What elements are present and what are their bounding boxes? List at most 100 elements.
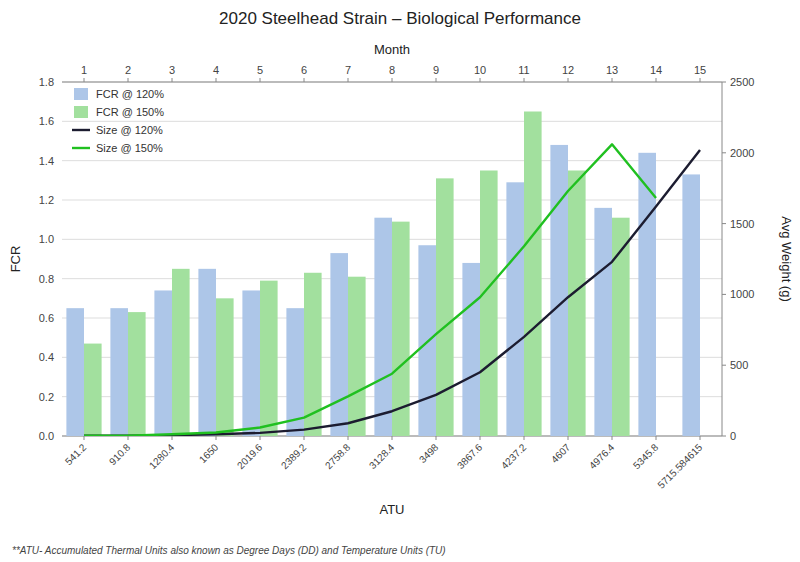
x-axis-label: ATU: [379, 502, 404, 517]
bar: [348, 277, 366, 436]
y2-axis-line: [722, 82, 723, 436]
x-tick-label: 4976.4: [587, 441, 617, 471]
bar: [260, 281, 278, 436]
x2-tick-label: 2: [125, 64, 131, 76]
bar: [392, 222, 410, 436]
x2-tick: [612, 78, 613, 82]
x2-tick-label: 1: [81, 64, 87, 76]
x-tick-label: 1650: [197, 441, 221, 465]
x-tick: [568, 436, 569, 440]
x2-tick: [216, 78, 217, 82]
y-axis-label: FCR: [8, 246, 23, 273]
x-tick: [172, 436, 173, 440]
x-tick: [304, 436, 305, 440]
bar: [242, 290, 260, 436]
bar: [480, 171, 498, 437]
x2-tick-label: 4: [213, 64, 219, 76]
x-tick: [216, 436, 217, 440]
x2-tick: [656, 78, 657, 82]
x-tick: [700, 436, 701, 440]
x-tick: [84, 436, 85, 440]
legend-swatch: [74, 88, 88, 100]
y2-axis-label: Avg Weight (g): [779, 216, 794, 302]
x-tick-label: 910.8: [107, 441, 133, 467]
bar: [330, 253, 348, 436]
x-tick-label: 4237.2: [499, 441, 529, 471]
x-tick-label: 5345.8: [631, 441, 661, 471]
x-tick-label: 2758.8: [323, 441, 353, 471]
y-tick-label: 1.0: [39, 233, 54, 245]
bar: [462, 263, 480, 436]
bar: [128, 312, 146, 436]
legend-label: FCR @ 120%: [96, 88, 164, 100]
x-tick-label: 5715.584615: [655, 441, 704, 490]
y2-tick: [722, 365, 726, 366]
x2-tick-label: 10: [474, 64, 486, 76]
y-tick-label: 1.2: [39, 194, 54, 206]
x-tick-label: 541.2: [63, 441, 89, 467]
x2-tick-label: 14: [650, 64, 662, 76]
y-tick-label: 0.0: [39, 430, 54, 442]
bar: [216, 298, 234, 436]
x2-tick: [260, 78, 261, 82]
x2-tick-label: 3: [169, 64, 175, 76]
bar: [66, 308, 84, 436]
line: [84, 150, 700, 436]
x2-tick: [480, 78, 481, 82]
x-tick: [656, 436, 657, 440]
grid-line: [62, 121, 722, 122]
y2-tick-label: 2000: [730, 147, 754, 159]
x-tick: [260, 436, 261, 440]
x2-tick: [568, 78, 569, 82]
bar: [550, 145, 568, 436]
y2-tick-label: 0: [730, 430, 736, 442]
legend: FCR @ 120%FCR @ 150%Size @ 120%Size @ 15…: [72, 88, 164, 154]
bar: [594, 208, 612, 436]
bar: [154, 290, 172, 436]
bar: [172, 269, 190, 436]
x2-tick: [348, 78, 349, 82]
bar: [374, 218, 392, 436]
footnote: **ATU- Accumulated Thermal Units also kn…: [12, 545, 446, 556]
y-tick-label: 1.6: [39, 115, 54, 127]
y-tick-label: 0.4: [39, 351, 54, 363]
x2-tick-label: 7: [345, 64, 351, 76]
x-tick-label: 3128.4: [367, 441, 397, 471]
x2-tick: [524, 78, 525, 82]
y-tick-label: 0.8: [39, 273, 54, 285]
x2-tick: [436, 78, 437, 82]
legend-label: FCR @ 150%: [96, 106, 164, 118]
x-tick-label: 4607: [549, 441, 573, 465]
bar: [682, 174, 700, 436]
bar: [524, 112, 542, 437]
bar: [198, 269, 216, 436]
x-tick-label: 1280.4: [147, 441, 177, 471]
legend-label: Size @ 150%: [96, 142, 163, 154]
y2-tick: [722, 223, 726, 224]
x-tick-label: 3867.6: [455, 441, 485, 471]
legend-swatch: [74, 106, 88, 118]
x2-tick: [700, 78, 701, 82]
x-tick: [348, 436, 349, 440]
x2-tick: [84, 78, 85, 82]
legend-swatch: [72, 129, 90, 131]
y-tick-label: 0.2: [39, 391, 54, 403]
x2-tick: [172, 78, 173, 82]
grid-line: [62, 200, 722, 201]
bar: [84, 344, 102, 436]
x2-tick-label: 9: [433, 64, 439, 76]
y2-tick: [722, 82, 726, 83]
y-tick-label: 0.6: [39, 312, 54, 324]
grid-line: [62, 160, 722, 161]
x-tick: [480, 436, 481, 440]
x2-tick-label: 12: [562, 64, 574, 76]
bar: [286, 308, 304, 436]
x2-tick-label: 5: [257, 64, 263, 76]
x2-tick-label: 15: [694, 64, 706, 76]
y2-tick-label: 2500: [730, 76, 754, 88]
y-tick-label: 1.4: [39, 155, 54, 167]
x-tick-label: 2019.6: [235, 441, 265, 471]
bar: [436, 178, 454, 436]
x2-axis-label: Month: [374, 42, 410, 57]
x2-tick: [392, 78, 393, 82]
